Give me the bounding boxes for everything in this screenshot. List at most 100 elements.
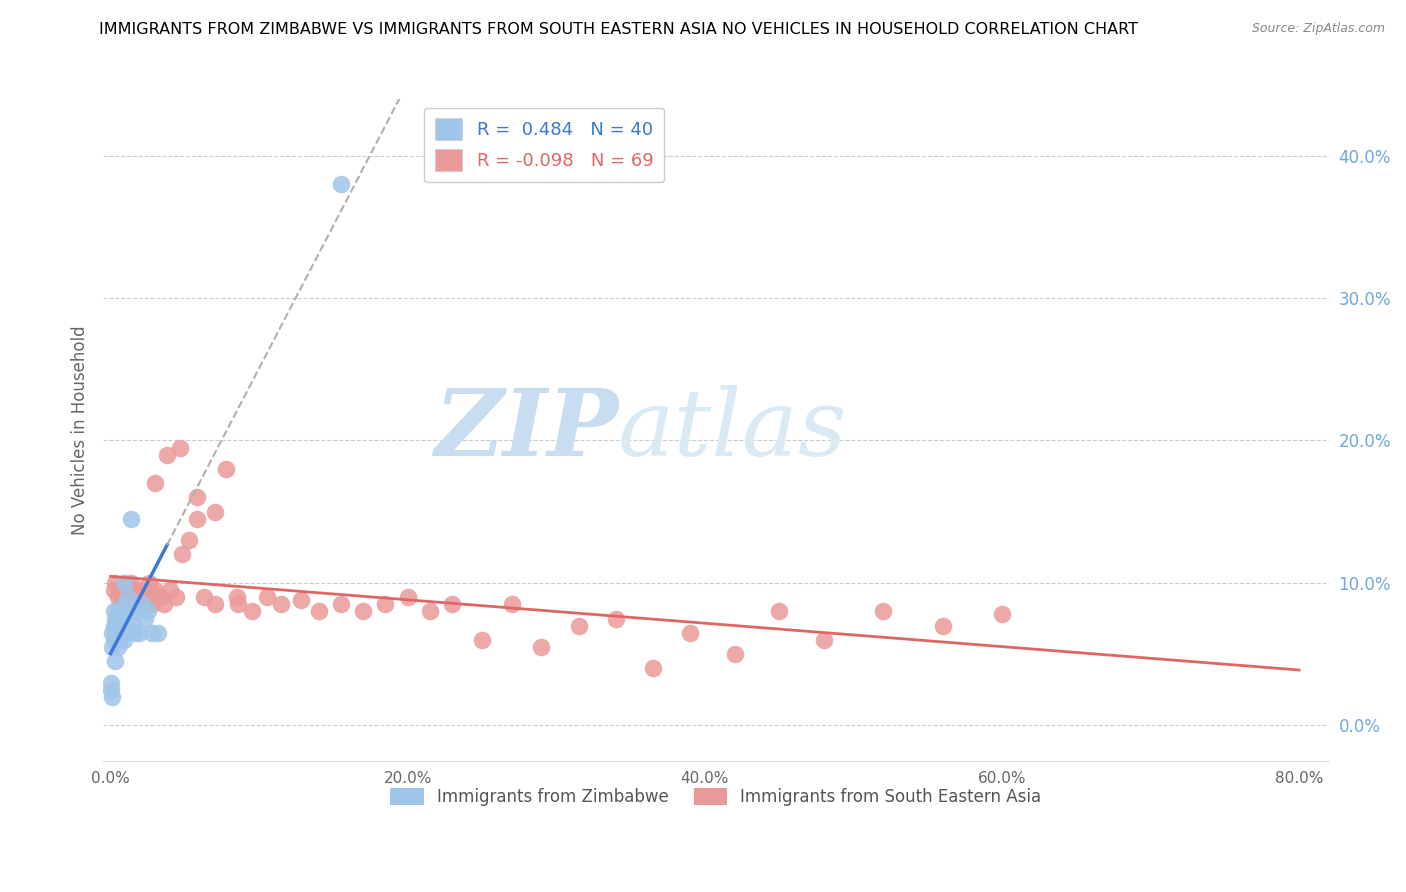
Point xyxy=(120,576,142,591)
Point xyxy=(329,598,352,612)
Point xyxy=(103,618,125,632)
Point xyxy=(308,605,330,619)
Point xyxy=(931,618,953,632)
Point xyxy=(204,598,226,612)
Point xyxy=(105,632,128,647)
Point xyxy=(240,605,263,619)
Text: Source: ZipAtlas.com: Source: ZipAtlas.com xyxy=(1251,22,1385,36)
Point xyxy=(118,598,141,612)
Point xyxy=(111,591,134,605)
Point xyxy=(128,593,150,607)
Point xyxy=(225,591,247,605)
Point xyxy=(104,576,127,591)
Point xyxy=(107,640,129,654)
Point xyxy=(136,605,159,619)
Point xyxy=(204,505,226,519)
Point xyxy=(396,591,419,605)
Point xyxy=(419,605,441,619)
Point xyxy=(114,598,136,612)
Point xyxy=(112,576,135,591)
Point xyxy=(111,611,134,625)
Point xyxy=(115,618,138,632)
Point xyxy=(991,607,1014,622)
Point xyxy=(107,625,129,640)
Point xyxy=(138,576,160,591)
Point xyxy=(112,576,135,591)
Point xyxy=(215,462,238,476)
Point xyxy=(186,491,208,505)
Point xyxy=(156,448,179,462)
Point xyxy=(146,625,169,640)
Point xyxy=(100,682,122,697)
Point xyxy=(501,598,523,612)
Point xyxy=(103,605,125,619)
Point xyxy=(107,605,129,619)
Point xyxy=(110,625,132,640)
Point xyxy=(270,598,292,612)
Point xyxy=(290,593,312,607)
Point xyxy=(136,591,159,605)
Point xyxy=(149,591,172,605)
Point xyxy=(114,583,136,598)
Point xyxy=(108,632,131,647)
Point xyxy=(141,625,163,640)
Point xyxy=(108,583,131,598)
Point xyxy=(118,605,141,619)
Point xyxy=(104,625,127,640)
Point xyxy=(111,625,134,640)
Point xyxy=(104,654,127,668)
Point xyxy=(121,583,143,598)
Point xyxy=(153,598,176,612)
Point xyxy=(605,611,627,625)
Point xyxy=(872,605,894,619)
Point xyxy=(105,618,128,632)
Point xyxy=(101,640,124,654)
Point xyxy=(641,661,664,675)
Text: ZIP: ZIP xyxy=(433,384,617,475)
Text: IMMIGRANTS FROM ZIMBABWE VS IMMIGRANTS FROM SOUTH EASTERN ASIA NO VEHICLES IN HO: IMMIGRANTS FROM ZIMBABWE VS IMMIGRANTS F… xyxy=(100,22,1137,37)
Point xyxy=(165,591,187,605)
Point xyxy=(117,591,139,605)
Point xyxy=(112,632,135,647)
Point xyxy=(125,598,148,612)
Point xyxy=(530,640,553,654)
Point xyxy=(101,625,124,640)
Point xyxy=(441,598,464,612)
Point xyxy=(169,441,191,455)
Point xyxy=(352,605,374,619)
Point xyxy=(374,598,396,612)
Y-axis label: No Vehicles in Household: No Vehicles in Household xyxy=(72,325,89,534)
Point xyxy=(131,598,153,612)
Point xyxy=(103,632,125,647)
Point xyxy=(124,625,146,640)
Point xyxy=(104,611,127,625)
Point xyxy=(143,583,166,598)
Point xyxy=(143,476,166,491)
Point xyxy=(110,605,132,619)
Legend: Immigrants from Zimbabwe, Immigrants from South Eastern Asia: Immigrants from Zimbabwe, Immigrants fro… xyxy=(384,780,1049,813)
Point xyxy=(170,548,193,562)
Point xyxy=(115,583,138,598)
Point xyxy=(103,583,125,598)
Point xyxy=(141,598,163,612)
Point xyxy=(567,618,589,632)
Point xyxy=(128,625,150,640)
Point xyxy=(132,591,155,605)
Point xyxy=(256,591,278,605)
Point xyxy=(107,591,129,605)
Point xyxy=(329,177,352,191)
Point xyxy=(768,605,790,619)
Point xyxy=(121,618,143,632)
Point xyxy=(186,512,208,526)
Point xyxy=(679,625,702,640)
Point xyxy=(127,587,149,601)
Point xyxy=(100,675,122,690)
Point xyxy=(125,605,148,619)
Point xyxy=(129,586,152,600)
Point xyxy=(135,598,157,612)
Point xyxy=(228,598,250,612)
Point xyxy=(117,591,139,605)
Point xyxy=(723,647,745,661)
Point xyxy=(193,591,215,605)
Point xyxy=(159,583,181,598)
